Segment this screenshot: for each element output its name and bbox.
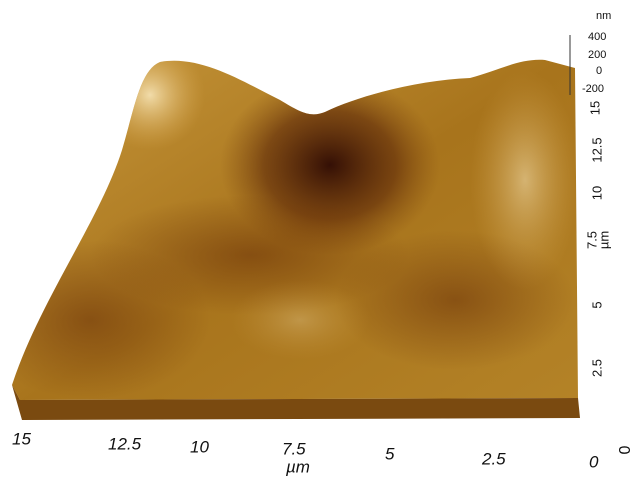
y-tick-label: 2.5 [589,359,604,377]
x-tick-label: 2.5 [481,449,506,468]
z-tick-label: 0 [596,65,602,77]
y-tick-label: 0 [617,445,634,454]
x-tick-label: 10 [190,437,209,456]
y-tick-label: 15 [587,101,602,115]
y-axis-label: µm [596,231,611,249]
y-tick-label: 12.5 [589,137,604,162]
x-tick-label: 7.5 [282,439,306,458]
x-tick-label: 12.5 [108,434,142,453]
surface-base [12,385,580,420]
x-tick-label: 15 [12,429,31,448]
y-tick-label: 10 [589,186,604,200]
y-tick-label: 5 [589,301,604,308]
y-tick-label: 7.5 [584,231,599,249]
z-unit: nm [596,10,611,22]
z-tick-label: 400 [588,31,606,43]
x-tick-label: 5 [385,444,395,463]
x-axis-label: µm [285,457,310,476]
x-tick-label: 0 [589,452,599,471]
z-tick-label: 200 [588,49,606,61]
surface [12,59,578,400]
z-tick-label: -200 [582,83,604,95]
